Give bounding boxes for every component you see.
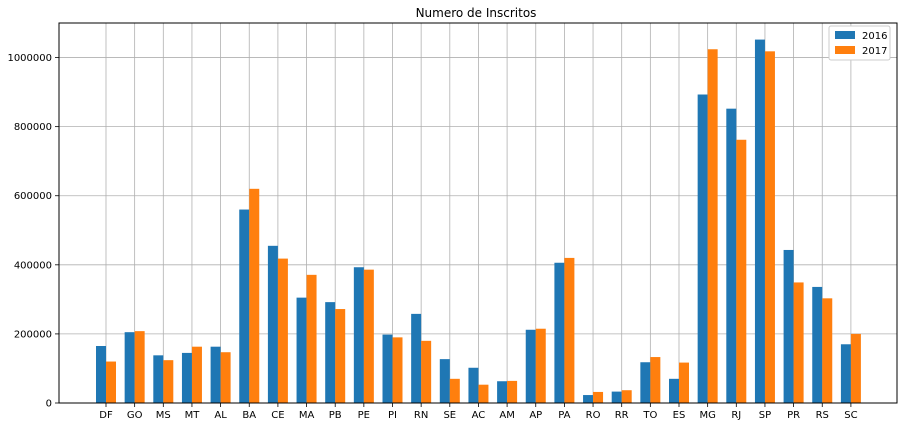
x-tick-label-to: TO [642, 410, 657, 421]
x-tick-label-al: AL [214, 410, 227, 421]
legend-label-2016: 2016 [862, 31, 887, 42]
bar-2016-sp [754, 39, 765, 403]
chart-title: Numero de Inscritos [416, 6, 537, 20]
bar-2016-am [497, 381, 508, 403]
x-tick-label-se: SE [443, 410, 456, 421]
bar-2017-pb [335, 309, 346, 403]
bar-2016-pr [783, 249, 794, 403]
plot-frame [58, 22, 898, 404]
x-tick-label-rn: RN [414, 410, 428, 421]
bar-2017-al [220, 352, 231, 403]
bar-2016-go [124, 332, 135, 403]
bar-2016-ms [153, 355, 164, 403]
x-tick-label-es: ES [673, 410, 686, 421]
bar-2016-al [210, 346, 221, 403]
bar-2016-rn [411, 313, 422, 403]
x-tick-label-sc: SC [844, 410, 857, 421]
x-tick-label-ms: MS [156, 410, 171, 421]
bar-2017-ap [535, 328, 546, 403]
y-tick-label: 800000 [14, 122, 52, 133]
y-tick-label: 200000 [14, 329, 52, 340]
x-tick-label-pa: PA [558, 410, 570, 421]
x-tick-label-pb: PB [329, 410, 342, 421]
bar-2017-rj [736, 139, 747, 403]
y-tick-label: 400000 [14, 260, 52, 271]
bar-2016-mg [697, 94, 708, 403]
bars [96, 39, 861, 404]
bar-2017-sc [850, 333, 861, 403]
bar-2016-ro [583, 395, 594, 403]
bar-2016-se [439, 359, 450, 403]
bar-2017-pe [363, 269, 374, 403]
x-tick-label-am: AM [499, 410, 514, 421]
bar-2017-df [106, 361, 116, 403]
x-tick-label-ce: CE [271, 410, 284, 421]
x-tick-label-pi: PI [388, 410, 397, 421]
bar-2017-ce [277, 258, 288, 403]
bar-2017-to [650, 357, 661, 403]
bar-2016-df [96, 346, 106, 403]
x-tick-label-mt: MT [185, 410, 201, 421]
bar-2017-rs [822, 298, 833, 403]
bar-2016-pa [554, 262, 565, 403]
x-tick-label-ma: MA [299, 410, 315, 421]
bar-2016-es [669, 378, 679, 403]
x-tick-label-rj: RJ [731, 410, 741, 421]
x-tick-label-ba: BA [242, 410, 256, 421]
bar-2017-go [134, 331, 145, 403]
bar-2016-ce [267, 245, 278, 403]
y-tick-label: 1000000 [7, 53, 52, 64]
bar-2017-rn [421, 340, 432, 403]
bar-2017-ba [249, 188, 260, 403]
bar-2017-se [449, 378, 460, 403]
bar-2016-to [640, 362, 651, 403]
bar-2017-pr [793, 282, 804, 403]
bar-2016-rr [611, 391, 622, 403]
bar-2017-pa [564, 257, 575, 403]
bar-2016-pb [325, 302, 336, 403]
bar-2017-sp [764, 51, 775, 404]
bar-2017-ac [478, 384, 489, 403]
bar-2017-am [507, 380, 518, 403]
x-tick-label-pe: PE [358, 410, 370, 421]
bar-2017-es [679, 362, 689, 403]
x-tick-label-rs: RS [816, 410, 829, 421]
bar-2016-ap [525, 329, 536, 403]
bar-2016-mt [181, 352, 192, 403]
bar-2017-ma [306, 274, 317, 403]
bar-2016-pe [353, 267, 364, 403]
x-tick-label-ac: AC [472, 410, 486, 421]
bar-2017-ro [593, 391, 604, 403]
grid-lines [59, 23, 897, 404]
x-tick-label-mg: MG [699, 410, 715, 421]
bar-2016-ac [468, 367, 479, 403]
x-tick-label-df: DF [99, 410, 113, 421]
bar-2017-pi [392, 337, 403, 403]
bar-2016-sc [840, 344, 851, 403]
x-tick-label-ap: AP [529, 410, 542, 421]
legend-swatch-2017 [835, 46, 855, 54]
bar-2016-pi [382, 334, 393, 403]
x-tick-label-sp: SP [759, 410, 771, 421]
y-tick-label: 0 [46, 399, 52, 410]
bar-2016-ba [239, 209, 250, 403]
bar-2017-mg [707, 49, 718, 403]
y-tick-label: 600000 [14, 191, 52, 202]
axes: 0 200000 400000 600000 800000 1000000 DF GO MS MT… [7, 53, 857, 421]
bar-2017-mt [191, 346, 202, 403]
x-tick-label-ro: RO [586, 410, 601, 421]
bar-2016-ma [296, 297, 307, 403]
bar-2017-rr [621, 390, 632, 403]
x-tick-label-rr: RR [615, 410, 629, 421]
legend-swatch-2016 [835, 31, 855, 39]
bar-2017-ms [163, 360, 174, 403]
legend: 2016 2017 [828, 25, 891, 61]
bar-2016-rj [726, 108, 737, 403]
x-tick-label-pr: PR [787, 410, 800, 421]
bar-2016-rs [812, 286, 823, 403]
x-tick-label-go: GO [127, 410, 143, 421]
legend-label-2017: 2017 [862, 46, 887, 57]
